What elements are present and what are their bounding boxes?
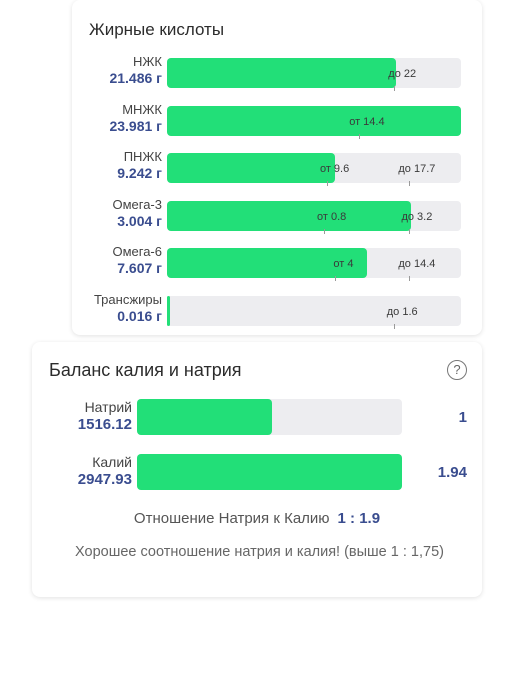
fatty-acid-row: НЖК 21.486 г до 22 [72, 54, 482, 91]
fatty-acids-card: Жирные кислоты НЖК 21.486 г до 22 МНЖК 23.98… [72, 0, 482, 335]
fatty-acid-name: Трансжиры [93, 291, 162, 307]
norm-marker-label: до 22 [388, 68, 417, 80]
mineral-bar-fill [137, 454, 402, 490]
norm-marker-tick [408, 181, 410, 186]
norm-marker-label: от 9.6 [319, 163, 350, 175]
fatty-acid-value: 3.004 г [117, 212, 162, 229]
fatty-acid-value: 23.981 г [109, 117, 162, 134]
fatty-acid-bar-fill [167, 200, 412, 231]
balance-note: Хорошее соотношение натрия и калия! (выш… [75, 544, 444, 560]
norm-marker-tick [408, 276, 410, 281]
fatty-acid-bar-fill [167, 248, 367, 278]
fatty-acid-bar-track: до 22 [167, 58, 461, 91]
mineral-name: Калий [92, 454, 132, 470]
fatty-acid-name: Омега-3 [112, 196, 162, 212]
fatty-acid-row: Омега-3 3.004 г от 0.8 до 3.2 [72, 196, 482, 234]
fatty-acid-name: НЖК [133, 54, 162, 69]
fatty-acid-value: 0.016 г [117, 307, 162, 324]
norm-marker-tick [358, 133, 360, 139]
ratio-value: 1 : 1.9 [337, 510, 381, 527]
fatty-acid-bar-track: до 1.6 [167, 295, 461, 329]
fatty-acid-name: МНЖК [122, 101, 162, 117]
fatty-acid-name: ПНЖК [123, 149, 162, 164]
norm-marker-tick [408, 228, 410, 234]
fatty-acid-row: МНЖК 23.981 г от 14.4 [72, 101, 482, 139]
fatty-acid-bar-fill [167, 105, 461, 136]
fatty-acid-row: ПНЖК 9.242 г от 9.6 до 17.7 [72, 149, 482, 186]
balance-title: Баланс калия и натрия [49, 360, 242, 380]
fatty-acid-bar-track: от 9.6 до 17.7 [167, 153, 461, 186]
fatty-acid-bar-track: от 4 до 14.4 [167, 248, 461, 281]
mineral-bar-track [137, 454, 402, 490]
mineral-bar-fill [137, 399, 273, 435]
norm-marker-tick [335, 276, 337, 281]
fatty-acid-bar-fill [167, 153, 335, 183]
mineral-ratio: 1.94 [437, 464, 467, 481]
norm-marker-label: до 1.6 [386, 305, 418, 318]
ratio-label: Отношение Натрия к Калию [133, 510, 330, 527]
mineral-bar-track [137, 399, 402, 435]
norm-marker-label: до 3.2 [401, 210, 433, 223]
fatty-acid-bar-track: от 14.4 [167, 105, 461, 139]
fatty-acid-value: 21.486 г [109, 70, 162, 86]
fatty-acid-row: Омега-6 7.607 г от 4 до 14.4 [72, 244, 482, 281]
fatty-acid-name: Омега-6 [112, 244, 162, 259]
balance-row: Натрий 1516.12 1 [32, 399, 482, 439]
norm-marker-tick [394, 323, 396, 329]
fatty-acid-bar-fill [167, 295, 170, 326]
fatty-acid-row: Трансжиры 0.016 г до 1.6 [72, 291, 482, 329]
norm-marker-label: от 14.4 [349, 115, 385, 128]
norm-marker-label: от 4 [333, 258, 354, 270]
fatty-acid-bar-track: от 0.8 до 3.2 [167, 200, 461, 234]
balance-row: Калий 2947.93 1.94 [32, 454, 482, 494]
fatty-acids-title: Жирные кислоты [89, 20, 225, 39]
mineral-ratio: 1 [458, 409, 467, 426]
mineral-value: 2947.93 [77, 471, 132, 488]
potassium-sodium-balance-card: Баланс калия и натрия ? Натрий 1516.12 1 Ка… [32, 342, 482, 597]
mineral-name: Натрий [84, 399, 132, 415]
fatty-acid-value: 7.607 г [117, 260, 162, 276]
ratio-line: Отношение Натрия к Калию 1 : 1.9 [32, 510, 482, 527]
norm-marker-tick [323, 228, 325, 234]
norm-marker-label: до 17.7 [398, 163, 436, 175]
norm-marker-tick [394, 86, 396, 91]
norm-marker-tick [326, 181, 328, 186]
norm-marker-label: до 14.4 [398, 258, 436, 270]
mineral-value: 1516.12 [77, 416, 132, 433]
fatty-acid-value: 9.242 г [117, 165, 162, 181]
norm-marker-label: от 0.8 [316, 210, 347, 223]
question-circle-icon[interactable]: ? [447, 360, 467, 380]
fatty-acid-bar-fill [167, 58, 397, 88]
